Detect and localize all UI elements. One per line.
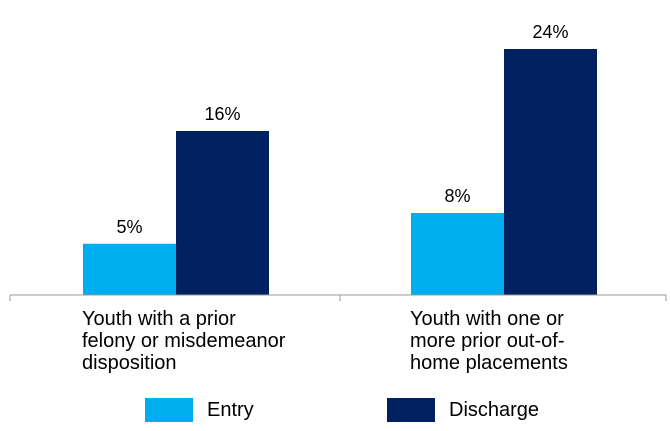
legend-label-entry: Entry <box>207 398 254 421</box>
legend-item-entry: Entry <box>145 395 254 425</box>
x-axis <box>9 294 667 301</box>
data-label-entry-1: 8% <box>444 186 470 206</box>
bar-entry-0 <box>83 243 176 295</box>
category-label-prior-disposition: Youth with a prior felony or misdemeanor… <box>82 308 286 374</box>
data-label-discharge-0: 16% <box>204 104 240 124</box>
bar-entry-1 <box>411 213 504 295</box>
data-label-entry-0: 5% <box>116 217 142 237</box>
legend-swatch-entry <box>145 398 193 422</box>
bar-discharge-0 <box>176 131 269 295</box>
legend-swatch-discharge <box>387 398 435 422</box>
legend: Entry Discharge <box>0 395 670 425</box>
bar-discharge-1 <box>504 49 597 295</box>
data-label-discharge-1: 24% <box>532 22 568 42</box>
data-labels-layer: 5% 8% 16% 24% <box>116 22 568 237</box>
bars-layer <box>83 49 597 295</box>
category-label-prior-placements: Youth with one or more prior out-of- hom… <box>410 308 568 374</box>
legend-item-discharge: Discharge <box>387 395 539 425</box>
legend-label-discharge: Discharge <box>449 398 540 421</box>
